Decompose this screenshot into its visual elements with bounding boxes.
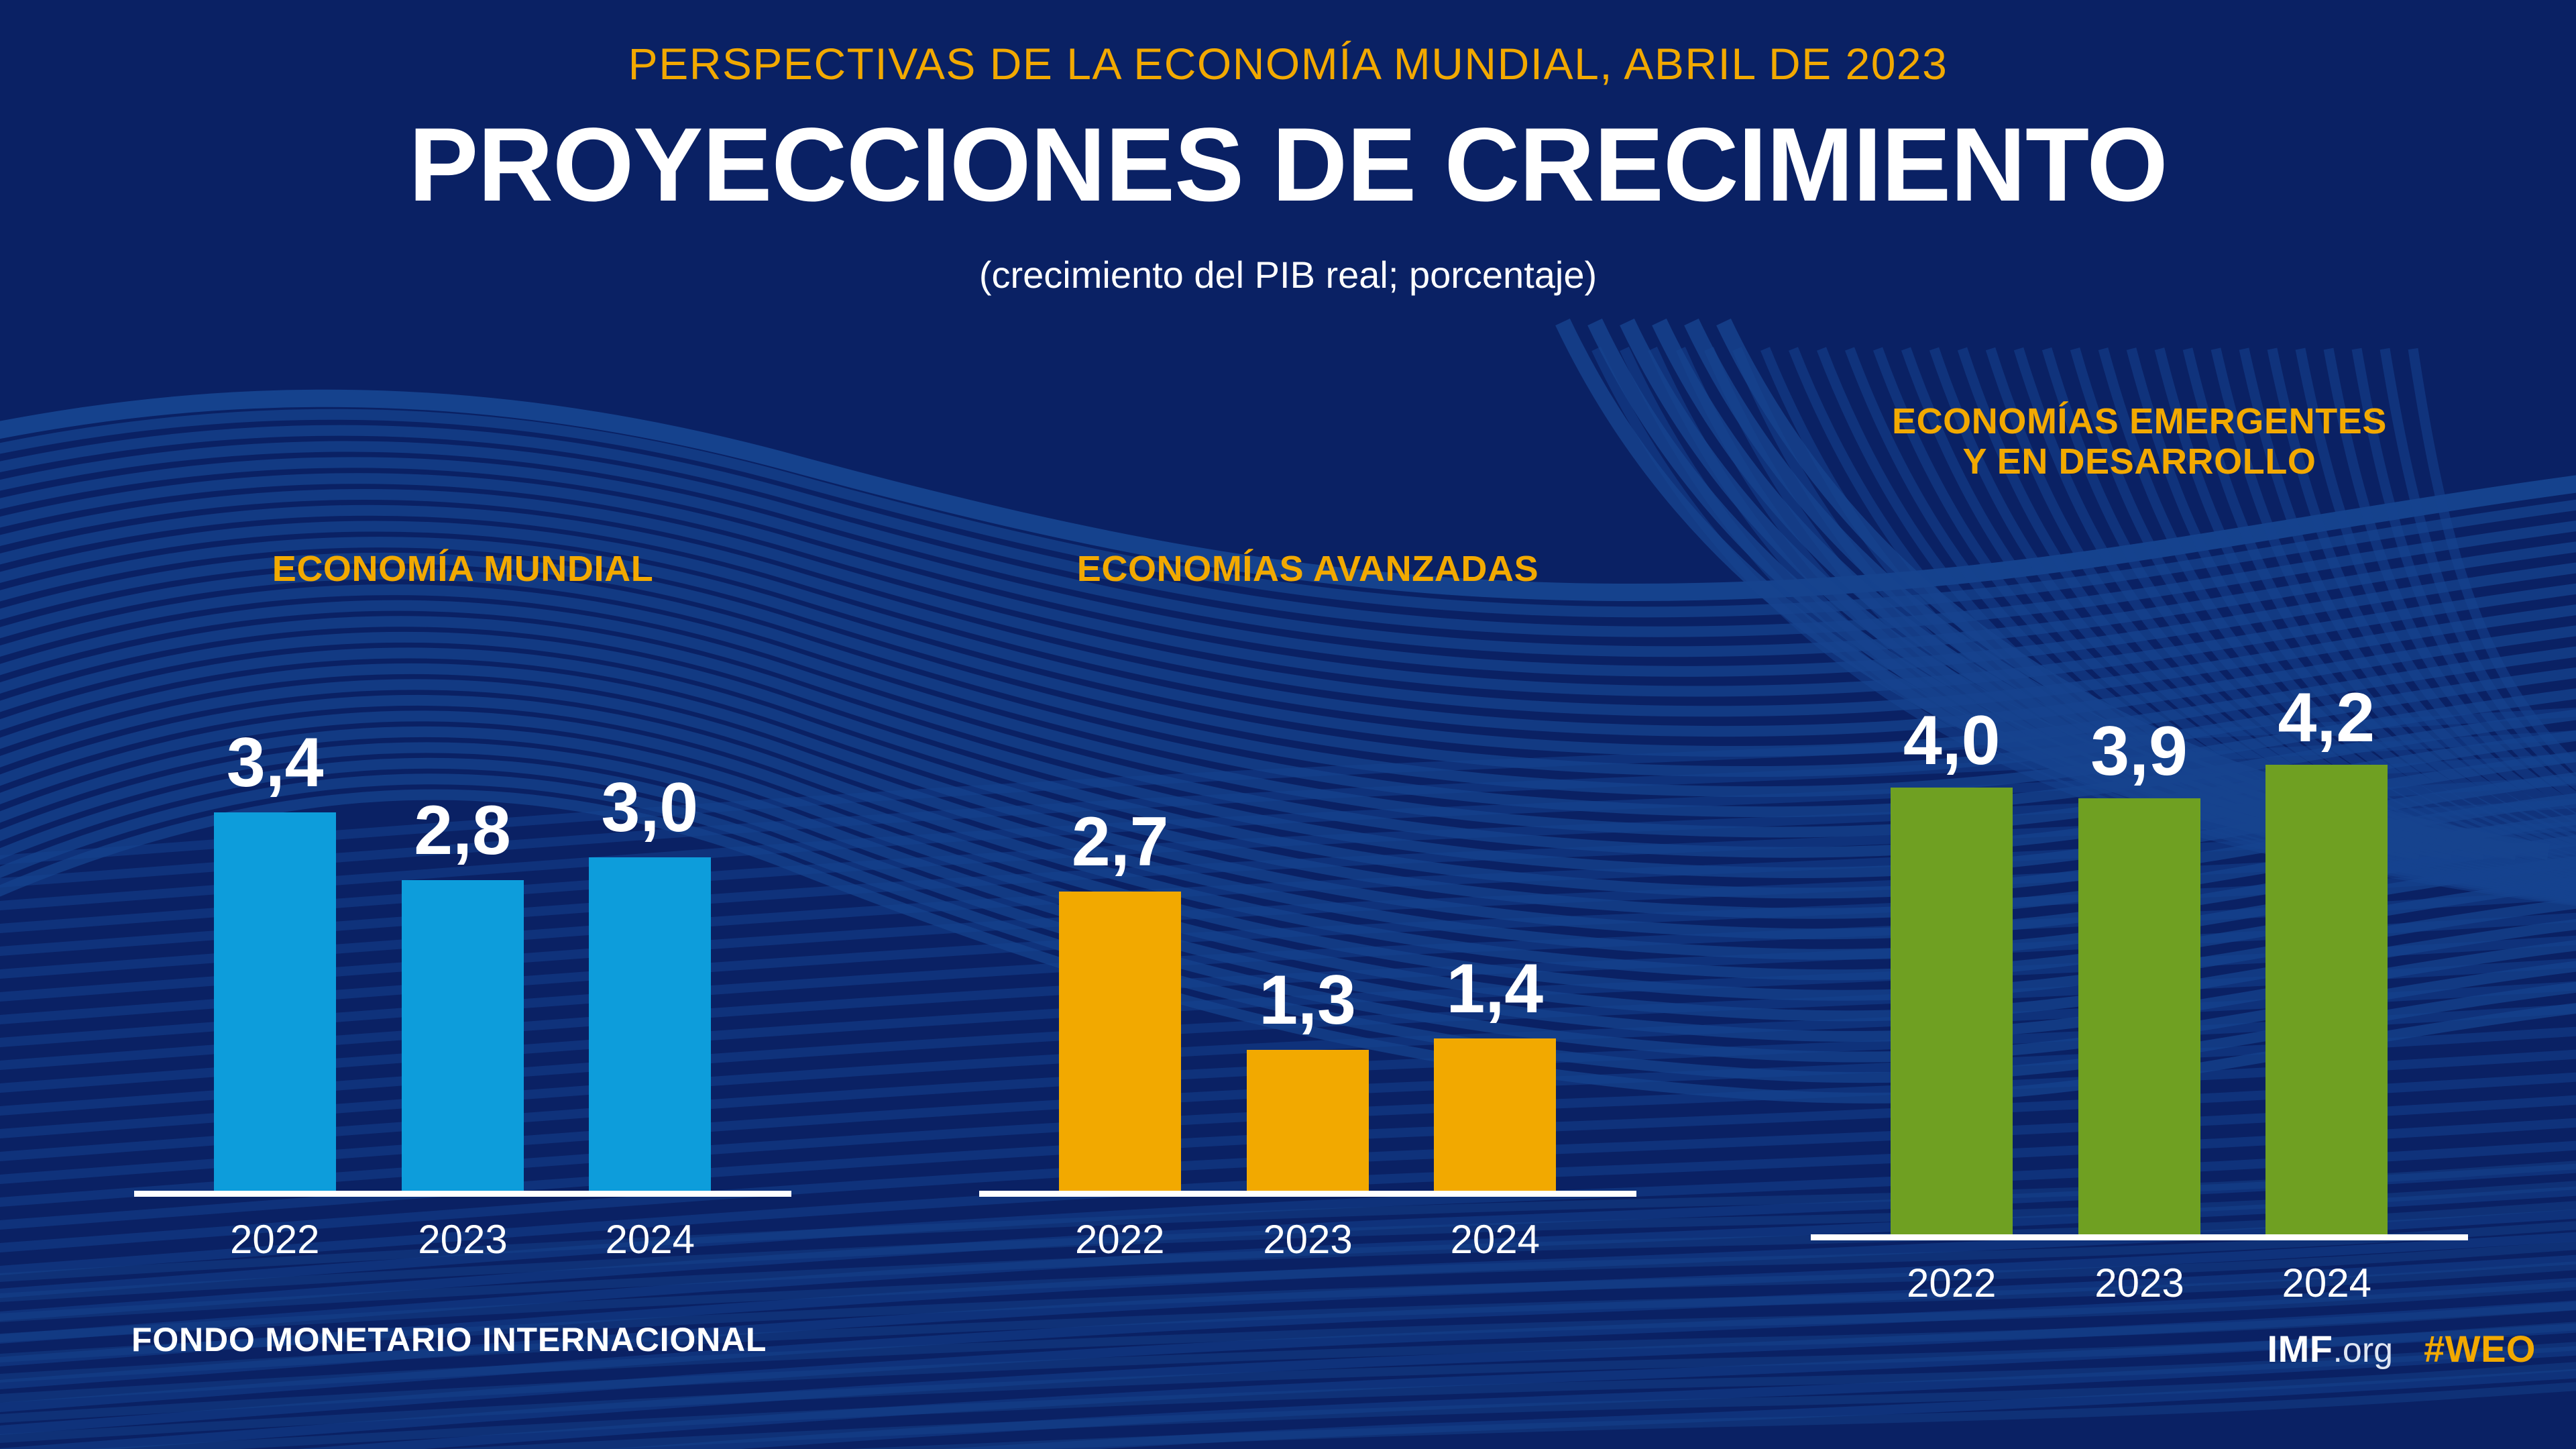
footer-organization-name: FONDO MONETARIO INTERNACIONAL xyxy=(131,1321,767,1358)
bar-column-advanced-2023: 1,3 xyxy=(1206,653,1409,1197)
x-tick-emerging-2022: 2022 xyxy=(1906,1260,1997,1305)
x-tick-advanced-2023: 2023 xyxy=(1263,1217,1353,1263)
bar-value-emerging-2022: 4,0 xyxy=(1903,701,2001,780)
x-tick-advanced-2022: 2022 xyxy=(1074,1217,1165,1263)
x-tick-world-2022: 2022 xyxy=(229,1217,320,1263)
chart-panel-advanced: ECONOMÍAS AVANZADAS 2,7 1,3 1,4 2022 xyxy=(979,549,1636,1260)
bar-column-emerging-2023: 3,9 xyxy=(2037,549,2241,1240)
bar-advanced-2023 xyxy=(1246,1050,1369,1197)
bar-column-advanced-2024: 1,4 xyxy=(1393,653,1596,1197)
bar-group-emerging: 4,0 3,9 4,2 xyxy=(1811,549,2468,1240)
bar-advanced-2024 xyxy=(1433,1038,1556,1197)
bar-group-world: 3,4 2,8 3,0 xyxy=(134,653,791,1197)
bar-column-world-2024: 3,0 xyxy=(548,653,751,1197)
bar-column-emerging-2022: 4,0 xyxy=(1850,549,2054,1240)
chart-title-emerging-line2: Y EN DESARROLLO xyxy=(1962,441,2316,482)
bar-emerging-2023 xyxy=(2078,798,2200,1240)
bar-value-advanced-2024: 1,4 xyxy=(1446,950,1544,1028)
bar-value-emerging-2024: 4,2 xyxy=(2278,678,2375,757)
bar-world-2022 xyxy=(214,812,337,1197)
x-tick-world-2023: 2023 xyxy=(418,1217,508,1263)
imf-wordmark: IMF xyxy=(2267,1328,2333,1370)
bar-value-world-2022: 3,4 xyxy=(226,723,324,802)
bar-column-world-2023: 2,8 xyxy=(361,653,564,1197)
bar-advanced-2022 xyxy=(1059,891,1182,1197)
x-tick-advanced-2024: 2024 xyxy=(1450,1217,1541,1263)
plot-area-advanced: 2,7 1,3 1,4 2022 2023 2024 xyxy=(979,653,1636,1260)
page-title: PROYECCIONES DE CRECIMIENTO xyxy=(408,107,2168,223)
bar-value-advanced-2022: 2,7 xyxy=(1071,802,1169,881)
chart-title-emerging-line1: ECONOMÍAS EMERGENTES xyxy=(1891,401,2388,441)
x-axis-line-emerging xyxy=(1811,1234,2468,1240)
plot-area-world: 3,4 2,8 3,0 2022 2023 2024 xyxy=(134,653,791,1260)
plot-area-emerging: 4,0 3,9 4,2 2022 2023 2024 xyxy=(1811,549,2468,1303)
chart-panel-emerging: ECONOMÍAS EMERGENTES Y EN DESARROLLO 4,0… xyxy=(1811,401,2468,1303)
bar-world-2024 xyxy=(588,857,711,1197)
bar-column-advanced-2022: 2,7 xyxy=(1019,653,1222,1197)
x-axis-labels-advanced: 2022 2023 2024 xyxy=(979,1197,1636,1277)
x-axis-line-world xyxy=(134,1191,791,1197)
bar-value-emerging-2023: 3,9 xyxy=(2090,712,2188,791)
bar-column-emerging-2024: 4,2 xyxy=(2225,549,2428,1240)
bar-world-2023 xyxy=(401,879,524,1197)
bar-value-advanced-2023: 1,3 xyxy=(1259,961,1356,1040)
chart-panel-world: ECONOMÍA MUNDIAL 3,4 2,8 3,0 2022 xyxy=(134,549,791,1260)
x-tick-world-2024: 2024 xyxy=(605,1217,695,1263)
x-tick-emerging-2024: 2024 xyxy=(2282,1260,2372,1305)
bar-emerging-2022 xyxy=(1891,787,2013,1240)
x-tick-emerging-2023: 2023 xyxy=(2094,1260,2184,1305)
bar-value-world-2023: 2,8 xyxy=(414,791,511,869)
footer-links: IMF.org #WEO xyxy=(2267,1327,2536,1371)
imf-tld: .org xyxy=(2333,1331,2394,1370)
bar-column-world-2022: 3,4 xyxy=(174,653,377,1197)
x-axis-labels-emerging: 2022 2023 2024 xyxy=(1811,1240,2468,1321)
x-axis-labels-world: 2022 2023 2024 xyxy=(134,1197,791,1277)
imf-website-link[interactable]: IMF.org xyxy=(2267,1327,2394,1371)
units-subtitle: (crecimiento del PIB real; porcentaje) xyxy=(978,254,1598,296)
x-axis-line-advanced xyxy=(979,1191,1636,1197)
report-kicker: PERSPECTIVAS DE LA ECONOMÍA MUNDIAL, ABR… xyxy=(628,39,1948,89)
weo-hashtag[interactable]: #WEO xyxy=(2424,1328,2536,1370)
chart-title-world: ECONOMÍA MUNDIAL xyxy=(272,549,654,589)
bar-value-world-2024: 3,0 xyxy=(601,769,699,847)
bar-group-advanced: 2,7 1,3 1,4 xyxy=(979,653,1636,1197)
chart-title-advanced: ECONOMÍAS AVANZADAS xyxy=(1076,549,1539,589)
bar-emerging-2024 xyxy=(2265,764,2388,1240)
poster-header: PERSPECTIVAS DE LA ECONOMÍA MUNDIAL, ABR… xyxy=(0,0,2576,294)
